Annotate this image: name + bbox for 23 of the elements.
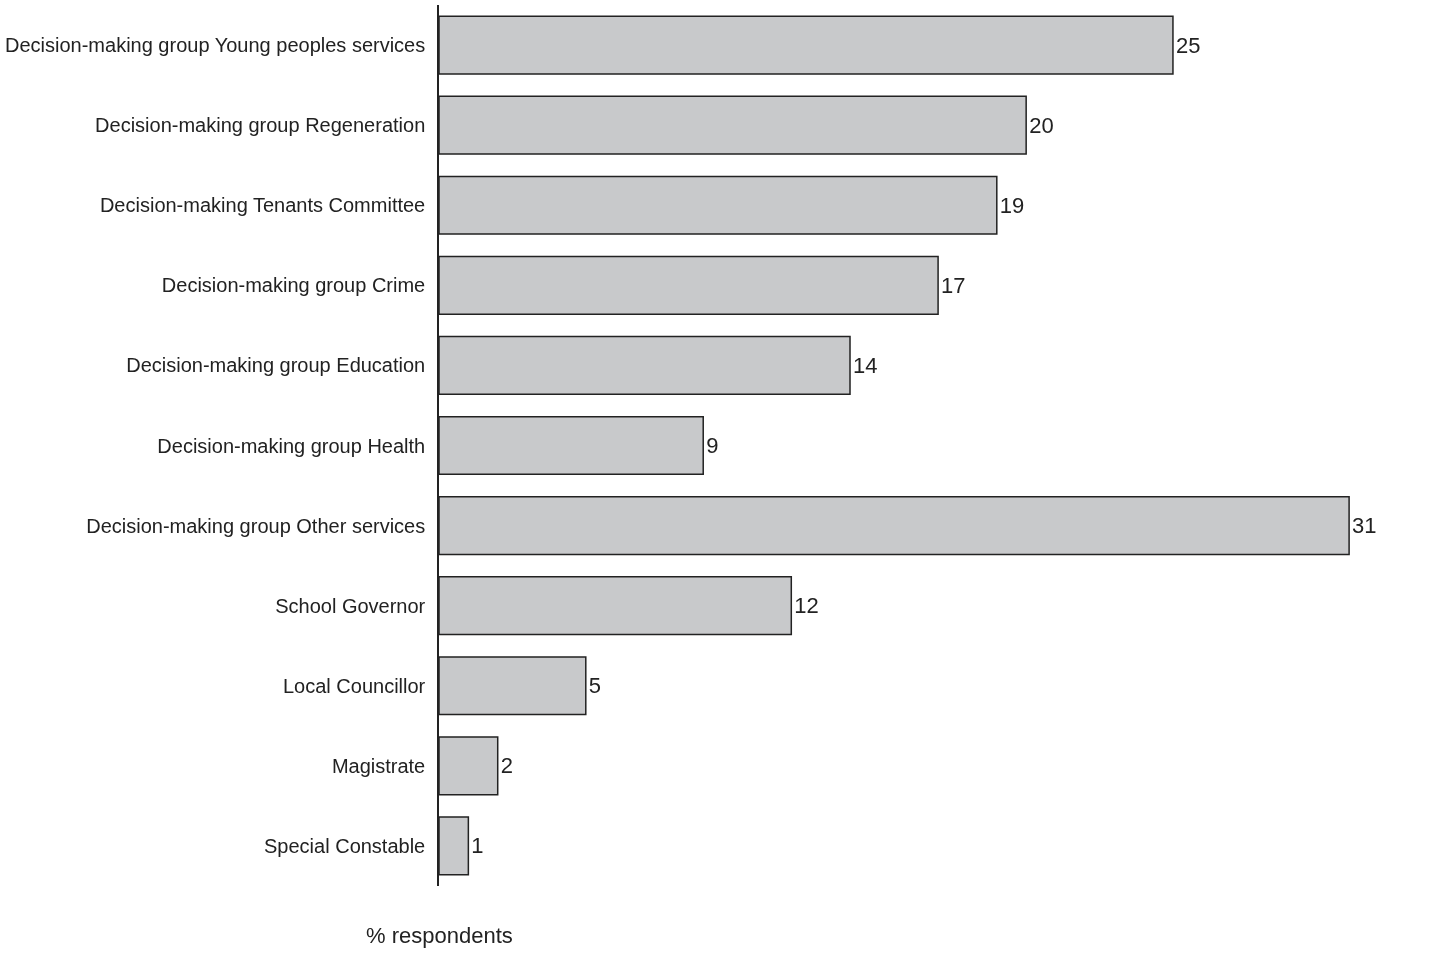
y-tick-label: Decision-making group Health (157, 434, 426, 457)
data-label: 2 (500, 753, 513, 779)
data-label: 12 (794, 593, 819, 619)
y-tick-label: Local Councillor (282, 674, 426, 697)
data-label: 19 (999, 192, 1025, 218)
y-tick-label: Magistrate (331, 754, 426, 777)
data-label: 9 (706, 433, 719, 458)
y-tick-label: Decision-making group Regeneration (95, 114, 426, 137)
y-tick-label: School Governor (275, 594, 426, 617)
y-tick-label: Decision-making group Education (126, 354, 426, 377)
data-label: 31 (1352, 513, 1377, 539)
data-label: 1 (471, 833, 484, 859)
data-label: 5 (588, 673, 602, 699)
y-tick-label: Special Constable (264, 834, 426, 857)
data-label: 14 (853, 352, 878, 378)
y-tick-label: Decision-making group Young peoples services (4, 34, 426, 57)
y-tick-label: Decision-making Tenants Committee (99, 194, 426, 217)
data-label: 25 (1175, 32, 1201, 58)
y-tick-label: Decision-making group Crime (161, 274, 426, 297)
data-label: 17 (941, 272, 966, 298)
x-axis-title: % respondents (366, 923, 513, 948)
data-label: 20 (1029, 112, 1054, 138)
y-tick-label: Decision-making group Other services (86, 514, 426, 537)
